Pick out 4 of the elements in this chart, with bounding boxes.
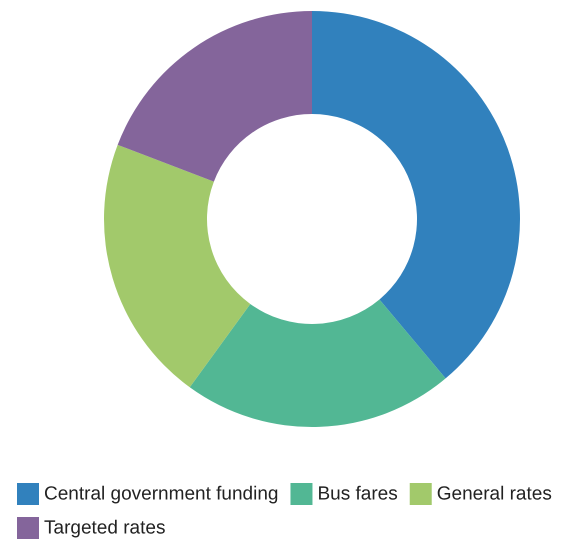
legend-label: Central government funding — [44, 484, 278, 504]
legend-label: Bus fares — [317, 484, 398, 504]
legend-label: General rates — [436, 484, 552, 504]
legend-label: Targeted rates — [44, 518, 166, 538]
